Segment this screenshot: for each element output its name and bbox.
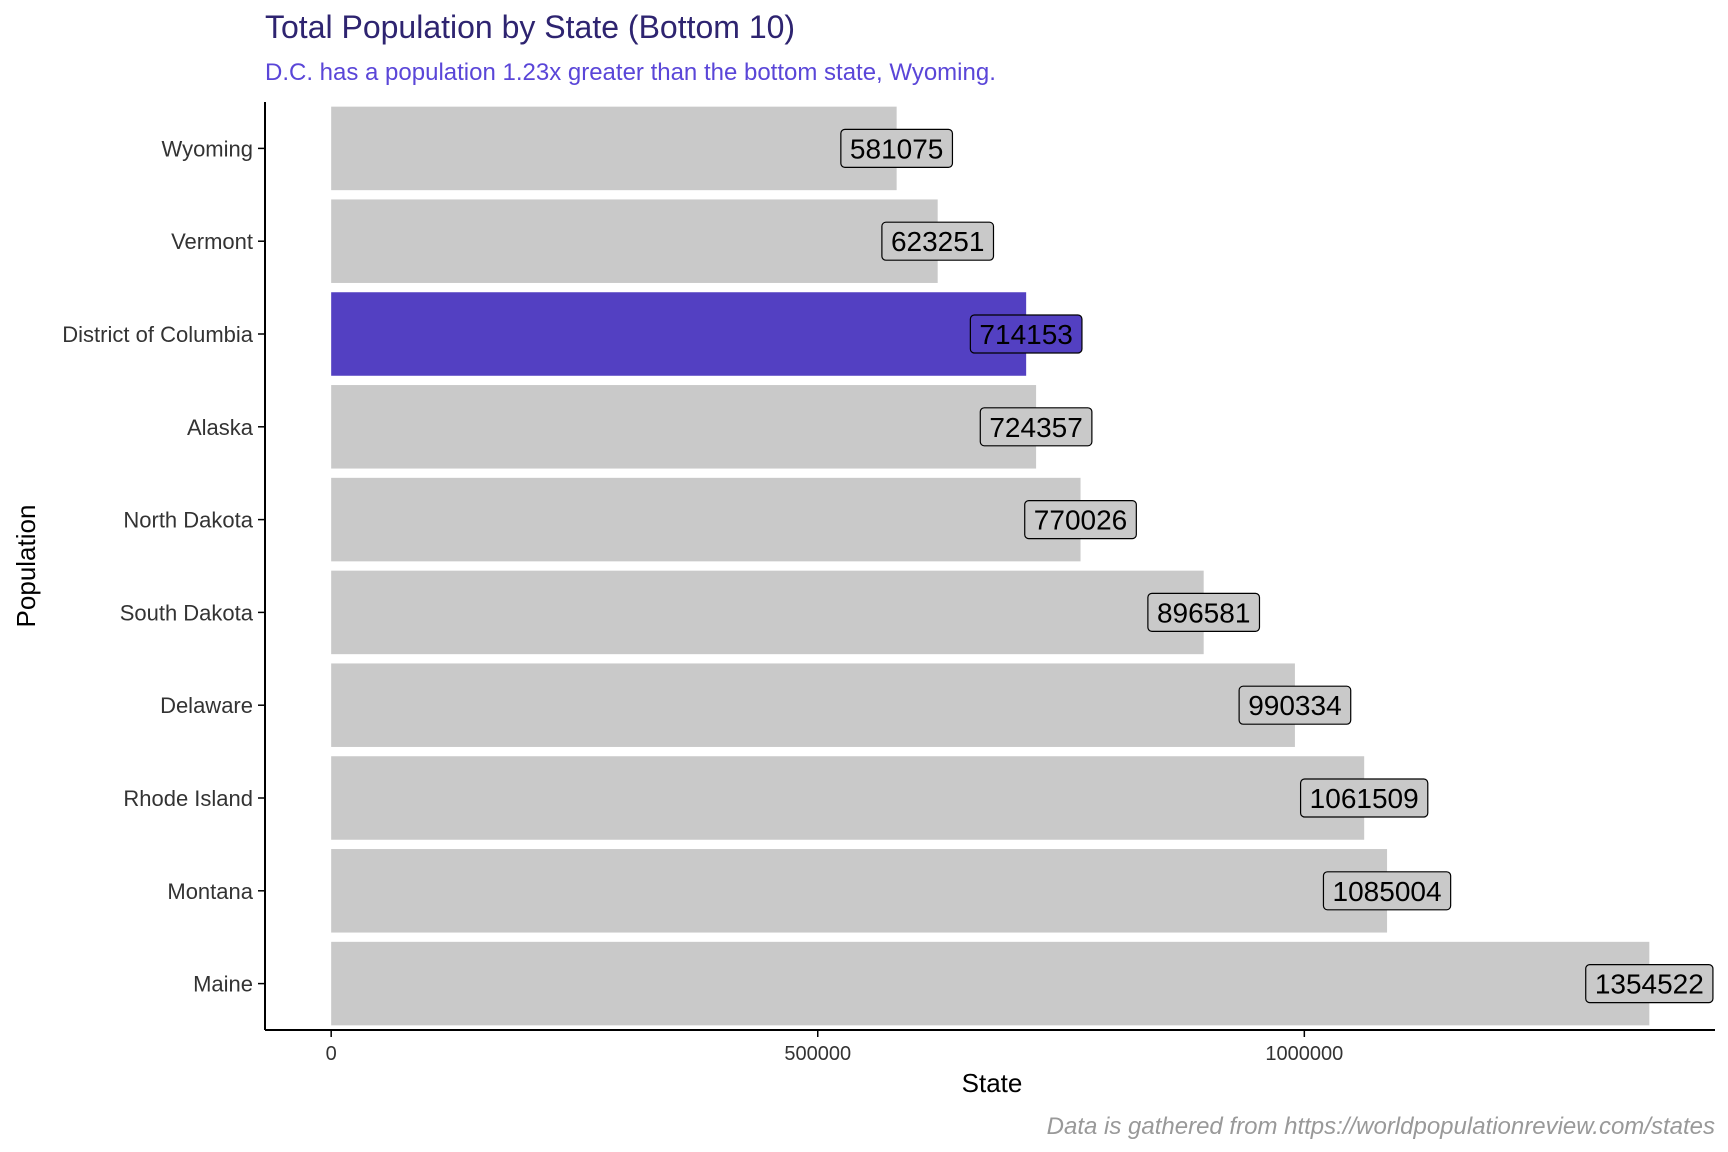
data-label: 770026 bbox=[1034, 505, 1127, 536]
data-label-box bbox=[1024, 500, 1137, 540]
y-tick-label: Maine bbox=[193, 972, 253, 997]
y-tick-label: Rhode Island bbox=[123, 786, 253, 811]
bar bbox=[331, 663, 1295, 747]
data-label-box bbox=[840, 128, 954, 168]
data-label: 724357 bbox=[989, 412, 1082, 443]
y-tick-label: Vermont bbox=[171, 229, 253, 254]
data-label-box bbox=[1299, 778, 1429, 818]
data-labels-group: 581075 623251 714153 724357 770026 896581 9903… bbox=[840, 128, 1714, 1004]
chart-caption: Data is gathered from https://worldpopul… bbox=[1047, 1113, 1715, 1140]
data-label: 1061509 bbox=[1310, 783, 1419, 814]
data-label-box bbox=[881, 221, 995, 261]
y-tick-label: Montana bbox=[167, 879, 253, 904]
bar bbox=[331, 570, 1204, 655]
bar bbox=[331, 941, 1650, 1026]
data-label: 581075 bbox=[850, 133, 943, 164]
y-tick-label: Wyoming bbox=[162, 136, 254, 161]
bar bbox=[331, 849, 1388, 933]
chart-subtitle: D.C. has a population 1.23x greater than… bbox=[265, 59, 996, 86]
x-axis-title: State bbox=[962, 1068, 1023, 1098]
data-label-box bbox=[979, 407, 1093, 447]
data-label-box bbox=[1147, 592, 1261, 633]
y-tick-label: South Dakota bbox=[120, 600, 254, 625]
data-label-box bbox=[1585, 963, 1714, 1004]
data-label: 623251 bbox=[891, 226, 984, 257]
x-tick-label: 1000000 bbox=[1265, 1043, 1343, 1065]
y-axis-title: Population bbox=[11, 505, 41, 628]
data-label-box bbox=[1238, 685, 1352, 725]
x-axis: 0 500000 1000000 bbox=[265, 1029, 1715, 1065]
data-label-box bbox=[969, 314, 1083, 354]
bar bbox=[331, 477, 1081, 562]
y-axis: Wyoming Vermont District of Columbia Alaska… bbox=[62, 102, 266, 1030]
bars-group bbox=[331, 106, 1650, 1026]
data-label: 1354522 bbox=[1595, 969, 1704, 1000]
data-label: 714153 bbox=[979, 319, 1072, 350]
data-label: 1085004 bbox=[1333, 876, 1442, 907]
y-tick-label: Alaska bbox=[187, 415, 254, 440]
bar bbox=[331, 385, 1037, 469]
bar bbox=[331, 292, 1027, 376]
data-label: 896581 bbox=[1157, 597, 1250, 628]
chart-title: Total Population by State (Bottom 10) bbox=[265, 9, 795, 45]
bar bbox=[331, 106, 897, 191]
data-label-box bbox=[1322, 871, 1452, 911]
x-tick-label: 500000 bbox=[784, 1043, 851, 1065]
x-tick-label: 0 bbox=[326, 1043, 337, 1065]
data-label: 990334 bbox=[1248, 690, 1341, 721]
y-tick-label: District of Columbia bbox=[62, 322, 253, 347]
y-tick-label: North Dakota bbox=[123, 508, 253, 533]
bar bbox=[331, 756, 1365, 840]
y-tick-label: Delaware bbox=[160, 693, 253, 718]
bar bbox=[331, 199, 938, 283]
